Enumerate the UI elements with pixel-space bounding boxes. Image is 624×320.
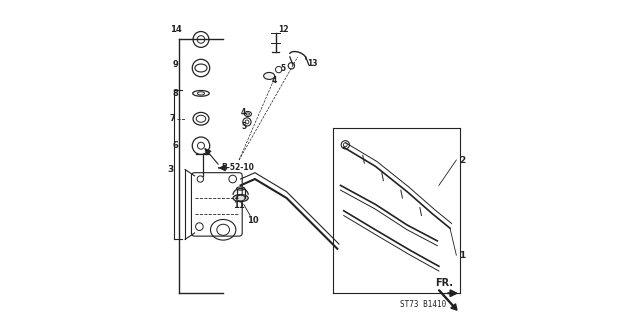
Text: 6: 6: [173, 141, 178, 150]
Ellipse shape: [233, 195, 248, 202]
Text: 3: 3: [168, 165, 174, 174]
Text: 14: 14: [170, 25, 182, 35]
Text: ST73 B1410: ST73 B1410: [400, 300, 446, 309]
Text: 12: 12: [278, 25, 289, 35]
Text: 5: 5: [281, 63, 286, 73]
Text: 9: 9: [173, 60, 178, 69]
Ellipse shape: [263, 72, 275, 79]
Text: 1: 1: [459, 251, 466, 260]
Text: 8: 8: [173, 89, 178, 98]
Text: 5: 5: [241, 122, 246, 131]
FancyBboxPatch shape: [192, 173, 242, 236]
Text: 13: 13: [307, 59, 317, 68]
Text: 2: 2: [459, 156, 466, 164]
Text: 7: 7: [170, 114, 175, 123]
Text: 11: 11: [233, 202, 245, 211]
Text: FR.: FR.: [435, 278, 452, 288]
Text: B-52-10: B-52-10: [222, 164, 255, 172]
FancyArrow shape: [439, 290, 457, 310]
Text: 4: 4: [240, 108, 246, 117]
Text: 10: 10: [248, 216, 259, 225]
Text: 4: 4: [271, 76, 276, 85]
